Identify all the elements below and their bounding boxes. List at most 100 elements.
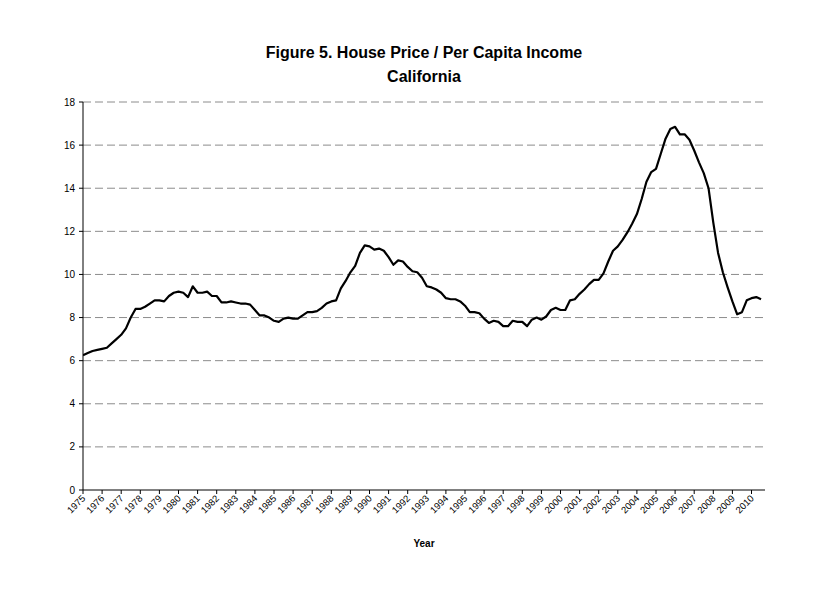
x-tick-label: 2004 [619, 493, 642, 516]
x-tick [102, 490, 103, 494]
x-tick [426, 490, 427, 494]
x-tick-label: 1975 [65, 493, 88, 516]
x-tick [675, 490, 676, 494]
x-tick [254, 490, 255, 494]
x-tick-label: 1978 [122, 493, 145, 516]
plot-area [83, 127, 761, 355]
grid-line [83, 360, 765, 361]
grid-line [83, 274, 765, 275]
y-axis [83, 102, 84, 490]
x-tick [216, 490, 217, 494]
x-axis-label: Year [413, 538, 434, 549]
x-tick-label: 1984 [237, 493, 260, 516]
x-tick [522, 490, 523, 494]
y-tick [79, 231, 83, 232]
x-tick [293, 490, 294, 494]
x-tick [751, 490, 752, 494]
x-tick-label: 1982 [198, 493, 221, 516]
x-tick [579, 490, 580, 494]
y-tick [79, 102, 83, 103]
x-tick [159, 490, 160, 494]
x-tick [541, 490, 542, 494]
y-tick-label: 10 [64, 269, 76, 280]
x-tick [350, 490, 351, 494]
x-tick [598, 490, 599, 494]
y-tick [79, 403, 83, 404]
x-tick [503, 490, 504, 494]
x-tick [388, 490, 389, 494]
x-tick-label: 1981 [179, 493, 202, 516]
x-tick [140, 490, 141, 494]
y-tick [79, 446, 83, 447]
x-tick-label: 1999 [523, 493, 546, 516]
x-tick-label: 2008 [695, 493, 718, 516]
x-tick-label: 1996 [466, 493, 489, 516]
x-tick [713, 490, 714, 494]
x-tick-label: 1977 [103, 493, 126, 516]
data-line [83, 127, 761, 355]
x-tick [369, 490, 370, 494]
x-axis [83, 490, 765, 491]
x-tick-label: 1985 [256, 493, 279, 516]
x-tick [312, 490, 313, 494]
x-tick [197, 490, 198, 494]
x-tick-label: 1983 [217, 493, 240, 516]
grid-line [83, 403, 765, 404]
y-tick [79, 490, 83, 491]
x-tick-label: 2005 [638, 493, 661, 516]
x-tick-label: 1986 [275, 493, 298, 516]
y-tick [79, 317, 83, 318]
x-tick-label: 1995 [447, 493, 470, 516]
x-tick-label: 1994 [428, 493, 451, 516]
subtitle: California [387, 68, 461, 85]
x-tick-label: 1998 [504, 493, 527, 516]
x-tick [235, 490, 236, 494]
x-tick-label: 2009 [714, 493, 737, 516]
chart: Figure 5. House Price / Per Capita Incom… [0, 0, 839, 590]
x-tick [694, 490, 695, 494]
x-tick-label: 1976 [84, 493, 107, 516]
chart-container: Figure 5. House Price / Per Capita Incom… [0, 0, 839, 590]
x-tick [617, 490, 618, 494]
x-tick-label: 1997 [485, 493, 508, 516]
x-tick-label: 1979 [141, 493, 164, 516]
grid-line [83, 102, 765, 103]
y-tick-label: 14 [64, 183, 76, 194]
x-tick [83, 490, 84, 494]
x-tick-label: 1980 [160, 493, 183, 516]
y-tick-label: 0 [69, 485, 75, 496]
x-tick-label: 1993 [408, 493, 431, 516]
x-tick [445, 490, 446, 494]
x-tick [484, 490, 485, 494]
y-tick-label: 2 [69, 441, 75, 452]
x-tick [656, 490, 657, 494]
x-tick [274, 490, 275, 494]
x-tick [732, 490, 733, 494]
x-tick-label: 1990 [351, 493, 374, 516]
y-tick-label: 8 [69, 312, 75, 323]
grid-line [83, 231, 765, 232]
grid-line [83, 188, 765, 189]
x-tick-label: 2000 [542, 493, 565, 516]
x-tick [331, 490, 332, 494]
x-tick [178, 490, 179, 494]
x-tick [121, 490, 122, 494]
x-tick [560, 490, 561, 494]
x-tick-label: 2002 [580, 493, 603, 516]
title: Figure 5. House Price / Per Capita Incom… [266, 44, 583, 61]
x-tick [636, 490, 637, 494]
x-tick-label: 2003 [599, 493, 622, 516]
y-tick [79, 274, 83, 275]
grid-line [83, 446, 765, 447]
y-tick [79, 145, 83, 146]
x-tick-label: 2007 [676, 493, 699, 516]
y-tick [79, 360, 83, 361]
y-tick-label: 18 [64, 97, 76, 108]
x-tick-label: 1992 [389, 493, 412, 516]
y-tick-label: 16 [64, 140, 76, 151]
y-tick [79, 188, 83, 189]
x-tick [407, 490, 408, 494]
x-tick-label: 2006 [657, 493, 680, 516]
grid-line [83, 317, 765, 318]
y-tick-label: 4 [69, 398, 75, 409]
